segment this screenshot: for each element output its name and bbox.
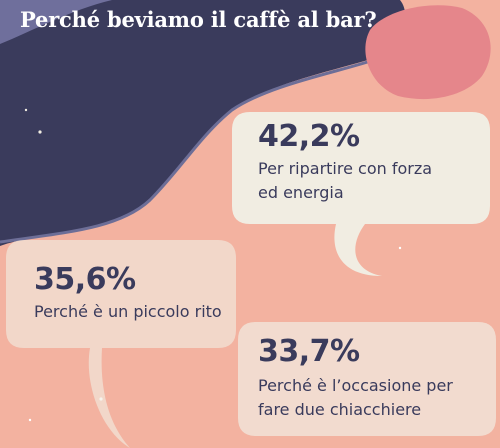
stat-label-2: Perché è un piccolo rito: [34, 300, 222, 324]
speech-bubble-3: [238, 322, 496, 436]
stat-label-3-line1: Perché è l’occasione per: [258, 376, 453, 395]
stat-label-2-line1: Perché è un piccolo rito: [34, 302, 222, 321]
curve-line: [0, 56, 381, 244]
stat-label-1: Per ripartire con forza ed energia: [258, 157, 432, 205]
stat-value-1: 42,2%: [258, 119, 360, 154]
stat-label-1-line1: Per ripartire con forza: [258, 159, 433, 178]
stat-value-3: 33,7%: [258, 334, 360, 369]
pink-blob: [365, 5, 491, 100]
purple-corner: [0, 0, 112, 44]
stat-label-3: Perché è l’occasione per fare due chiacc…: [258, 374, 453, 422]
stat-label-3-line2: fare due chiacchiere: [258, 400, 422, 419]
stat-label-1-line2: ed energia: [258, 183, 344, 202]
navy-shape: [0, 0, 406, 246]
page-title: Perché beviamo il caffè al bar?: [20, 7, 377, 32]
speech-bubble-2: [6, 240, 236, 448]
speech-bubble-1: [232, 112, 490, 276]
stat-value-2: 35,6%: [34, 262, 136, 297]
